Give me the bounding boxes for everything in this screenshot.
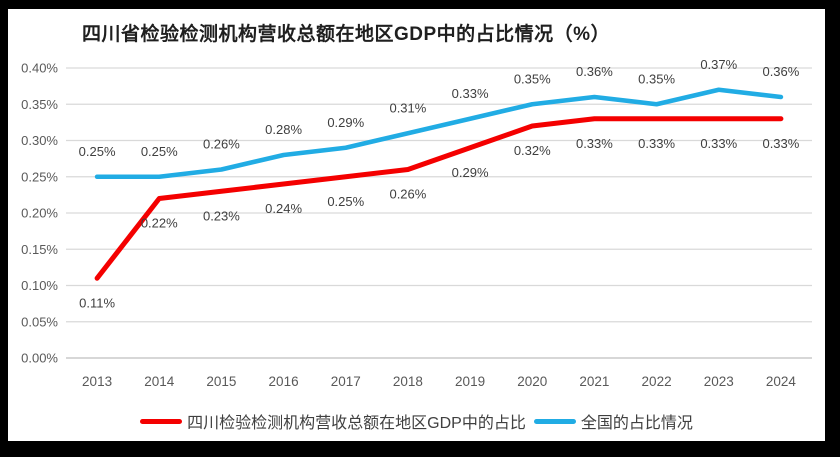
y-tick-label: 0.15% [21,242,58,257]
data-label: 0.11% [79,295,115,310]
data-label: 0.36% [762,64,799,79]
x-tick-label: 2015 [206,374,236,389]
data-label: 0.33% [638,136,675,151]
x-tick-label: 2021 [579,374,609,389]
x-axis-category-labels: 2013 2014 2015 2016 2017 2018 2019 2020 2021 2022… [82,374,796,389]
data-label: 0.26% [389,187,426,202]
data-label: 0.26% [203,137,240,152]
series-data-labels-0: 0.11% 0.22% 0.23% 0.24% 0.25% 0.26% 0.29% 0.32%… [79,136,800,311]
x-tick-label: 2019 [455,374,485,389]
legend-item-national: 全国的占比情况 [533,409,693,433]
y-tick-label: 0.00% [21,351,58,366]
data-label: 0.25% [141,144,178,159]
line-chart: 0.00% 0.05% 0.10% 0.15% 0.20% 0.25% 0.30% 0.35%… [21,57,812,389]
x-tick-label: 2018 [393,374,423,389]
data-label: 0.23% [203,208,240,223]
gridlines [66,67,812,359]
series-line-0 [94,116,784,281]
data-label: 0.24% [265,201,302,216]
data-label: 0.25% [79,144,116,159]
chart-title: 四川省检验检测机构营收总额在地区GDP中的占比情况（%） [82,24,611,45]
data-label: 0.32% [514,143,551,158]
data-label: 0.31% [389,100,426,115]
y-tick-label: 0.25% [21,169,58,184]
x-tick-label: 2017 [331,374,361,389]
data-label: 0.33% [452,86,489,101]
y-tick-label: 0.40% [21,61,58,76]
x-tick-label: 2016 [269,374,299,389]
blue-line-legend-marker [533,418,576,424]
chart-legend: 四川检验检测机构营收总额在地区GDP中的占比 全国的占比情况 [8,409,825,433]
data-label: 0.36% [576,64,613,79]
data-label: 0.33% [762,136,799,151]
chart-panel: 四川省检验检测机构营收总额在地区GDP中的占比情况（%） 0.00% 0.05% 0… [8,9,825,441]
x-tick-label: 2014 [144,374,175,389]
y-tick-label: 0.20% [21,206,58,221]
data-label: 0.33% [700,136,737,151]
data-label: 0.35% [514,71,551,86]
y-tick-label: 0.05% [21,314,58,329]
x-tick-label: 2023 [704,374,734,389]
series-data-labels-1: 0.25% 0.25% 0.26% 0.28% 0.29% 0.31% 0.33% 0.35%… [79,57,800,159]
series-line-1 [94,87,784,180]
x-tick-label: 2022 [642,374,672,389]
y-tick-label: 0.35% [21,97,58,112]
y-tick-label: 0.30% [21,133,58,148]
x-tick-label: 2013 [82,374,112,389]
x-tick-label: 2020 [517,374,547,389]
legend-label-sichuan: 四川检验检测机构营收总额在地区GDP中的占比 [187,415,526,432]
data-label: 0.29% [327,115,364,130]
data-label: 0.25% [327,194,364,209]
data-label: 0.33% [576,136,613,151]
y-axis-tick-labels: 0.00% 0.05% 0.10% 0.15% 0.20% 0.25% 0.30% 0.35%… [21,61,58,366]
data-label: 0.35% [638,71,675,86]
legend-label-national: 全国的占比情况 [580,415,693,432]
y-tick-label: 0.10% [21,278,58,293]
data-label: 0.29% [452,165,489,180]
x-tick-label: 2024 [766,374,797,389]
legend-item-sichuan: 四川检验检测机构营收总额在地区GDP中的占比 [140,409,526,433]
data-label: 0.22% [141,216,178,231]
red-line-legend-marker [140,418,183,424]
data-label: 0.37% [700,57,737,72]
data-label: 0.28% [265,122,302,137]
